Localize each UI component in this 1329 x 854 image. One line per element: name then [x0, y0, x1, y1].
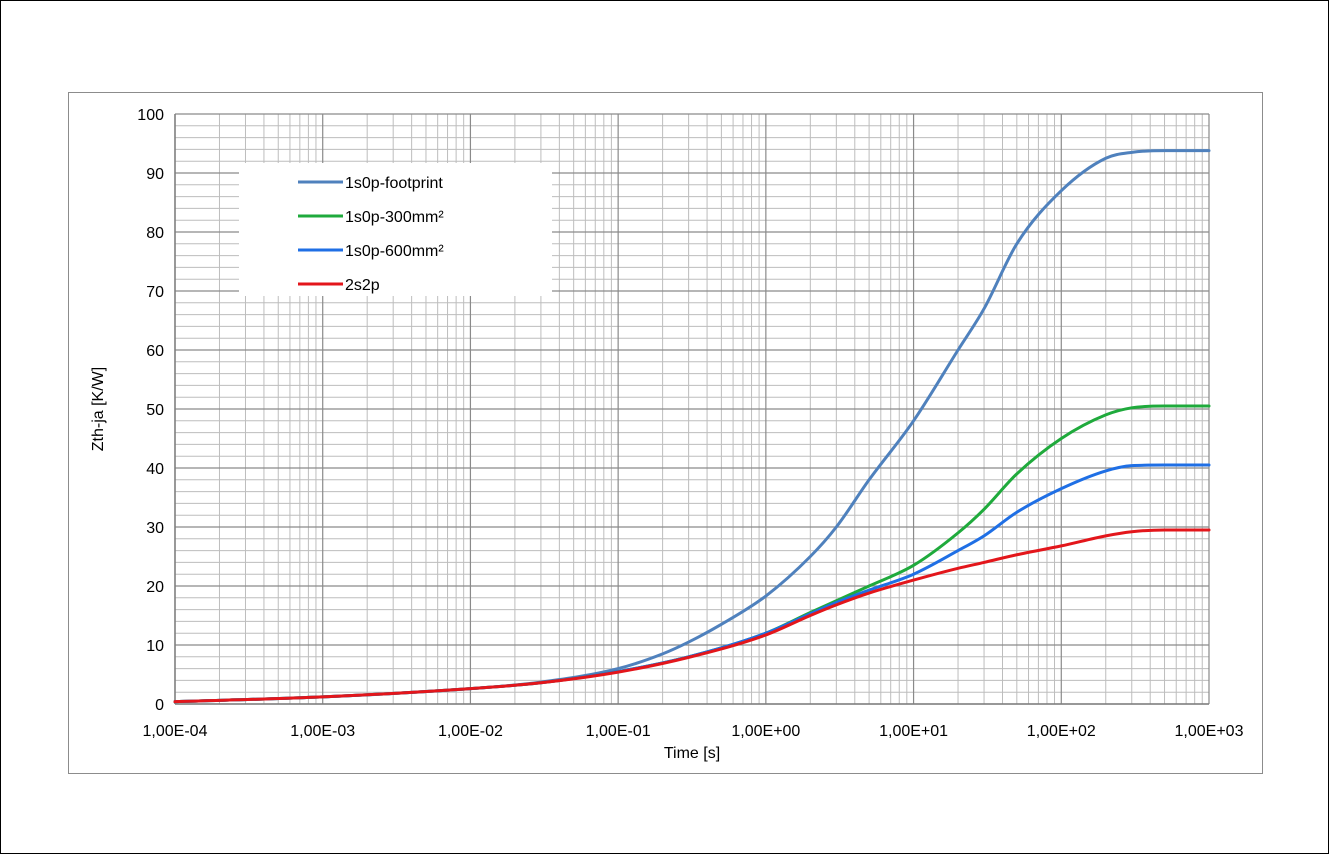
y-tick-label: 90 [146, 166, 164, 183]
series-line-1s0p-600mm- [173, 463, 1211, 704]
legend-label: 1s0p-footprint [345, 175, 443, 192]
y-tick-label: 100 [137, 107, 164, 124]
x-tick-label: 1,00E+01 [879, 723, 948, 740]
y-tick-label: 0 [155, 697, 164, 714]
y-tick-label: 10 [146, 638, 164, 655]
y-tick-label: 50 [146, 402, 164, 419]
y-tick-label: 60 [146, 343, 164, 360]
y-tick-label: 40 [146, 461, 164, 478]
x-axis-title: Time [s] [664, 745, 720, 762]
major-gridlines [174, 113, 1210, 705]
x-tick-label: 1,00E-04 [143, 723, 208, 740]
x-tick-label: 1,00E-03 [290, 723, 355, 740]
legend-box [239, 163, 552, 296]
y-tick-label: 30 [146, 520, 164, 537]
legend-label: 1s0p-300mm² [345, 209, 444, 226]
y-tick-label: 80 [146, 225, 164, 242]
x-tick-label: 1,00E+03 [1175, 723, 1244, 740]
legend: 1s0p-footprint 1s0p-300mm² 1s0p-600mm² 2s2p [239, 163, 552, 296]
legend-label: 2s2p [345, 277, 380, 294]
x-tick-label: 1,00E+00 [731, 723, 800, 740]
y-axis-title: Zth-ja [K/W] [90, 367, 107, 451]
x-tick-label: 1,00E-01 [586, 723, 651, 740]
x-tick-label: 1,00E-02 [438, 723, 503, 740]
legend-label: 1s0p-600mm² [345, 243, 444, 260]
y-tick-label: 20 [146, 579, 164, 596]
series-lines [173, 149, 1211, 704]
y-tick-label: 70 [146, 284, 164, 301]
series-line-2s2p [173, 528, 1211, 704]
x-tick-label: 1,00E+02 [1027, 723, 1096, 740]
